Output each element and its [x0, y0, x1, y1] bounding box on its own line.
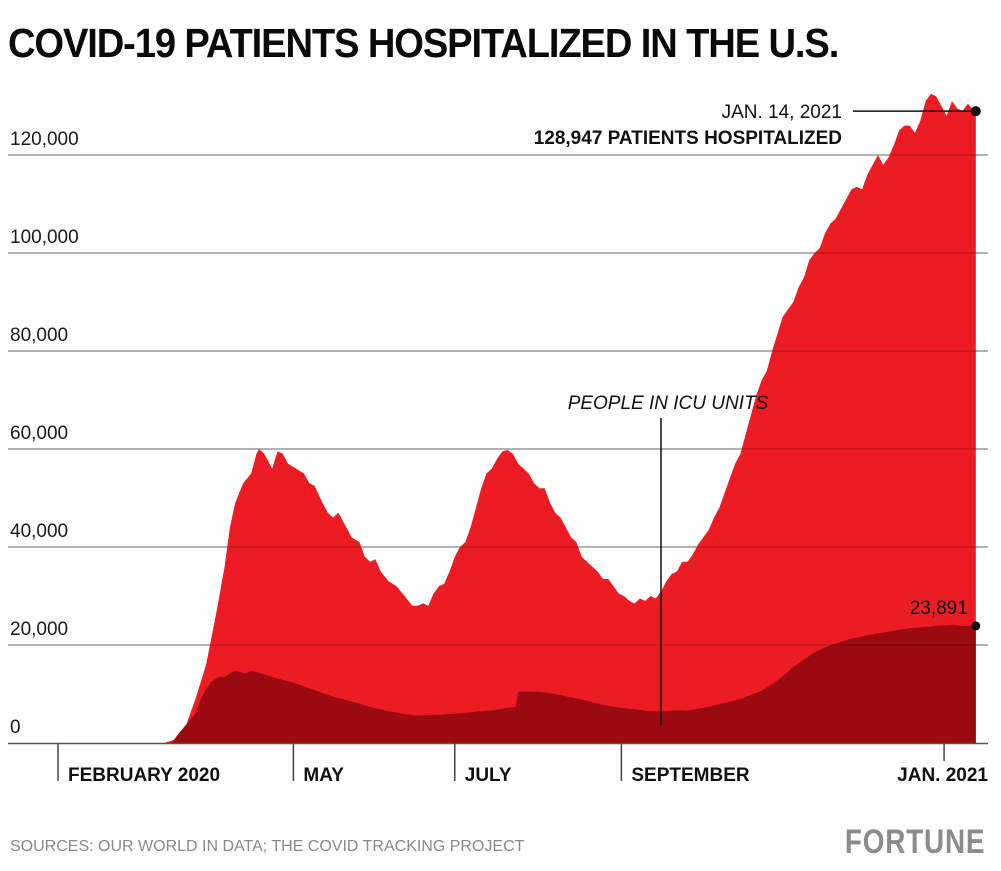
y-tick-label: 60,000 — [10, 423, 68, 444]
peak-date-label: JAN. 14, 2021 — [722, 102, 842, 123]
y-tick-label: 20,000 — [10, 619, 68, 640]
x-tick-label: FEBRUARY 2020 — [68, 765, 220, 786]
icu-area — [58, 624, 976, 743]
x-tick-label: JAN. 2021 — [897, 765, 988, 786]
series-areas — [58, 93, 976, 744]
annotations: JAN. 14, 2021 128,947 PATIENTS HOSPITALIZ… — [534, 102, 981, 725]
chart-title: COVID-19 PATIENTS HOSPITALIZED IN THE U.… — [8, 20, 839, 66]
hospitalized-area — [58, 93, 976, 744]
icu-end-label: 23,891 — [910, 598, 968, 619]
source-note: SOURCES: OUR WORLD IN DATA; THE COVID TR… — [10, 838, 525, 855]
x-tick-label: SEPTEMBER — [631, 765, 750, 786]
y-tick-label: 80,000 — [10, 325, 68, 346]
x-tick-label: MAY — [303, 765, 344, 786]
axes: 0 20,000 40,000 60,000 80,000 100,000 120,000 F… — [8, 129, 988, 786]
peak-marker — [970, 106, 981, 117]
x-tick-label: JULY — [465, 765, 512, 786]
y-tick-label: 100,000 — [10, 227, 79, 248]
y-tick-label: 0 — [10, 717, 21, 738]
icu-callout-label: PEOPLE IN ICU UNITS — [568, 393, 769, 414]
peak-value-label: 128,947 PATIENTS HOSPITALIZED — [534, 128, 842, 149]
icu-end-marker — [971, 621, 981, 631]
fortune-logo: FORTUNE — [844, 823, 985, 861]
y-tick-label: 40,000 — [10, 521, 68, 542]
gridline-overlay — [8, 154, 988, 646]
y-tick-label: 120,000 — [10, 129, 79, 150]
